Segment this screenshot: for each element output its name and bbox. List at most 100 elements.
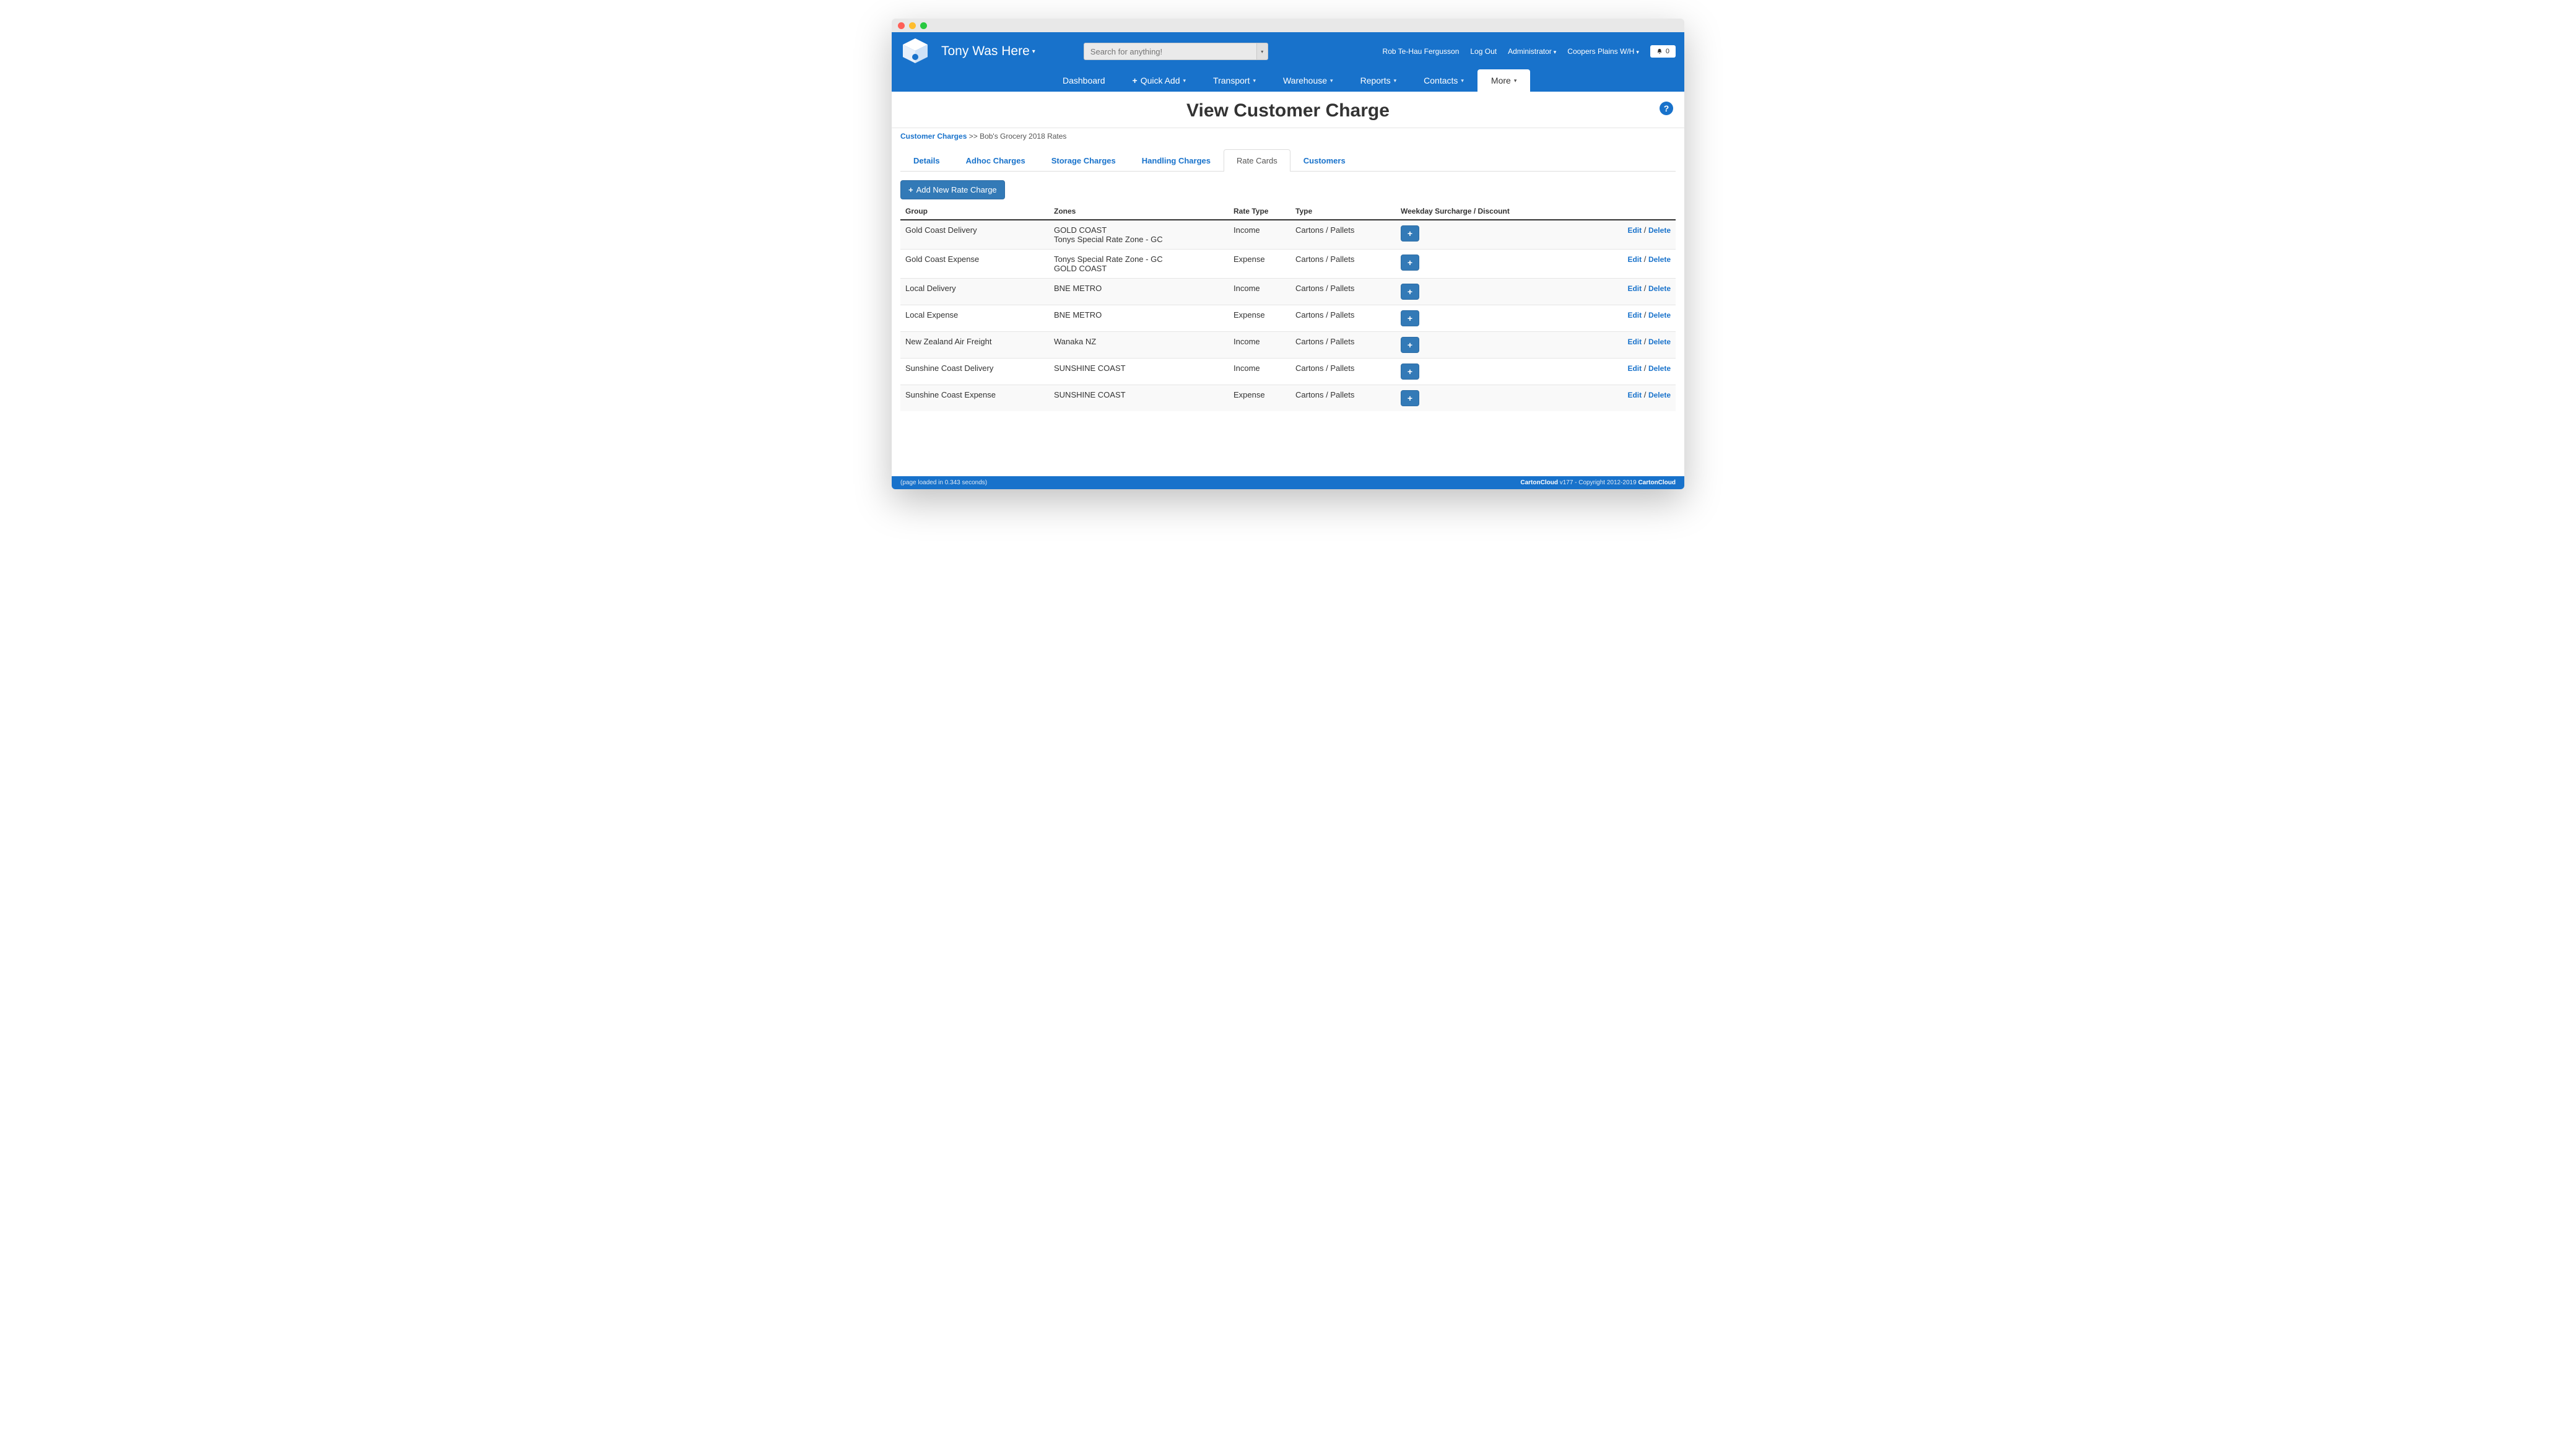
nav-label: Quick Add: [1141, 76, 1180, 85]
nav-label: Warehouse: [1283, 76, 1327, 85]
plus-icon: +: [1133, 76, 1138, 85]
topbar-row: Tony Was Here ▾ ▾ Rob Te-Hau Fergusson L…: [900, 37, 1676, 66]
cell-zones: BNE METRO: [1049, 305, 1229, 332]
nav-warehouse[interactable]: Warehouse▾: [1269, 69, 1347, 92]
minimize-window-icon[interactable]: [909, 22, 916, 29]
cell-surcharge: +: [1396, 279, 1601, 305]
edit-link[interactable]: Edit: [1627, 364, 1642, 373]
cell-actions: Edit / Delete: [1601, 305, 1676, 332]
add-surcharge-button[interactable]: +: [1401, 364, 1419, 380]
edit-link[interactable]: Edit: [1627, 284, 1642, 293]
add-rate-charge-button[interactable]: + Add New Rate Charge: [900, 180, 1005, 199]
table-row: Gold Coast Delivery GOLD COASTTonys Spec…: [900, 220, 1676, 250]
tab-details[interactable]: Details: [900, 149, 953, 172]
nav-quickadd[interactable]: +Quick Add▾: [1119, 69, 1200, 92]
delete-link[interactable]: Delete: [1648, 337, 1671, 346]
delete-link[interactable]: Delete: [1648, 364, 1671, 373]
col-group: Group: [900, 203, 1049, 220]
table-row: Local Expense BNE METRO Expense Cartons …: [900, 305, 1676, 332]
col-type: Type: [1290, 203, 1396, 220]
cell-type: Cartons / Pallets: [1290, 359, 1396, 385]
cell-group: Sunshine Coast Delivery: [900, 359, 1049, 385]
col-ratetype: Rate Type: [1229, 203, 1290, 220]
tab-customers[interactable]: Customers: [1290, 149, 1359, 172]
table-row: Sunshine Coast Expense SUNSHINE COAST Ex…: [900, 385, 1676, 412]
breadcrumb-sep: >>: [967, 132, 980, 141]
caret-down-icon: ▾: [1032, 48, 1035, 55]
caret-down-icon: ▾: [1461, 77, 1464, 84]
brand-name: Tony Was Here: [941, 44, 1030, 59]
edit-link[interactable]: Edit: [1627, 311, 1642, 320]
delete-link[interactable]: Delete: [1648, 311, 1671, 320]
cell-ratetype: Expense: [1229, 305, 1290, 332]
search-dropdown-toggle[interactable]: ▾: [1257, 43, 1268, 60]
cell-type: Cartons / Pallets: [1290, 279, 1396, 305]
cell-actions: Edit / Delete: [1601, 220, 1676, 250]
cell-group: Sunshine Coast Expense: [900, 385, 1049, 412]
delete-link[interactable]: Delete: [1648, 284, 1671, 293]
search-wrapper: ▾: [1084, 43, 1268, 60]
table-header-row: Group Zones Rate Type Type Weekday Surch…: [900, 203, 1676, 220]
cell-actions: Edit / Delete: [1601, 359, 1676, 385]
tab-handling[interactable]: Handling Charges: [1129, 149, 1224, 172]
page-title: View Customer Charge: [892, 100, 1684, 121]
edit-link[interactable]: Edit: [1627, 255, 1642, 264]
cell-ratetype: Income: [1229, 332, 1290, 359]
table-row: New Zealand Air Freight Wanaka NZ Income…: [900, 332, 1676, 359]
add-surcharge-button[interactable]: +: [1401, 255, 1419, 271]
nav-more[interactable]: More▾: [1477, 69, 1530, 92]
breadcrumb-link[interactable]: Customer Charges: [900, 132, 967, 141]
tab-adhoc[interactable]: Adhoc Charges: [953, 149, 1038, 172]
add-surcharge-button[interactable]: +: [1401, 284, 1419, 300]
cell-zones: BNE METRO: [1049, 279, 1229, 305]
user-link[interactable]: Rob Te-Hau Fergusson: [1383, 47, 1460, 56]
help-icon[interactable]: ?: [1660, 102, 1673, 115]
search-input[interactable]: [1084, 43, 1257, 60]
brand-dropdown[interactable]: Tony Was Here ▾: [941, 44, 1035, 59]
nav-dashboard[interactable]: Dashboard: [1049, 69, 1119, 92]
edit-link[interactable]: Edit: [1627, 391, 1642, 399]
nav-reports[interactable]: Reports▾: [1347, 69, 1411, 92]
nav-label: Reports: [1360, 76, 1391, 85]
cell-actions: Edit / Delete: [1601, 332, 1676, 359]
add-surcharge-button[interactable]: +: [1401, 390, 1419, 406]
notifications-pill[interactable]: 0: [1650, 45, 1676, 58]
role-dropdown[interactable]: Administrator: [1508, 47, 1556, 56]
table-row: Sunshine Coast Delivery SUNSHINE COAST I…: [900, 359, 1676, 385]
cell-group: Local Delivery: [900, 279, 1049, 305]
content: + Add New Rate Charge Group Zones Rate T…: [892, 172, 1684, 476]
cell-surcharge: +: [1396, 359, 1601, 385]
footer-company: CartonCloud: [1638, 479, 1676, 486]
nav-label: Contacts: [1424, 76, 1458, 85]
maximize-window-icon[interactable]: [920, 22, 927, 29]
close-window-icon[interactable]: [898, 22, 905, 29]
caret-down-icon: ▾: [1394, 77, 1397, 84]
delete-link[interactable]: Delete: [1648, 391, 1671, 399]
add-surcharge-button[interactable]: +: [1401, 225, 1419, 242]
nav-transport[interactable]: Transport▾: [1199, 69, 1269, 92]
add-surcharge-button[interactable]: +: [1401, 310, 1419, 326]
topbar-right: Rob Te-Hau Fergusson Log Out Administrat…: [1383, 45, 1676, 58]
tabs: Details Adhoc Charges Storage Charges Ha…: [900, 149, 1676, 172]
location-dropdown[interactable]: Coopers Plains W/H: [1567, 47, 1639, 56]
nav-contacts[interactable]: Contacts▾: [1410, 69, 1477, 92]
footer-copyright: CartonCloud v177 - Copyright 2012-2019 C…: [1520, 479, 1676, 486]
add-surcharge-button[interactable]: +: [1401, 337, 1419, 353]
col-surcharge: Weekday Surcharge / Discount: [1396, 203, 1601, 220]
edit-link[interactable]: Edit: [1627, 226, 1642, 235]
footer: (page loaded in 0.343 seconds) CartonClo…: [892, 476, 1684, 489]
cell-actions: Edit / Delete: [1601, 279, 1676, 305]
cell-surcharge: +: [1396, 250, 1601, 279]
edit-link[interactable]: Edit: [1627, 337, 1642, 346]
cell-ratetype: Income: [1229, 279, 1290, 305]
tab-storage[interactable]: Storage Charges: [1038, 149, 1129, 172]
cell-zones: SUNSHINE COAST: [1049, 359, 1229, 385]
cell-zones: SUNSHINE COAST: [1049, 385, 1229, 412]
cell-group: New Zealand Air Freight: [900, 332, 1049, 359]
delete-link[interactable]: Delete: [1648, 226, 1671, 235]
cell-actions: Edit / Delete: [1601, 385, 1676, 412]
tab-ratecards[interactable]: Rate Cards: [1224, 149, 1290, 172]
logout-link[interactable]: Log Out: [1470, 47, 1497, 56]
delete-link[interactable]: Delete: [1648, 255, 1671, 264]
caret-down-icon: ▾: [1183, 77, 1186, 84]
